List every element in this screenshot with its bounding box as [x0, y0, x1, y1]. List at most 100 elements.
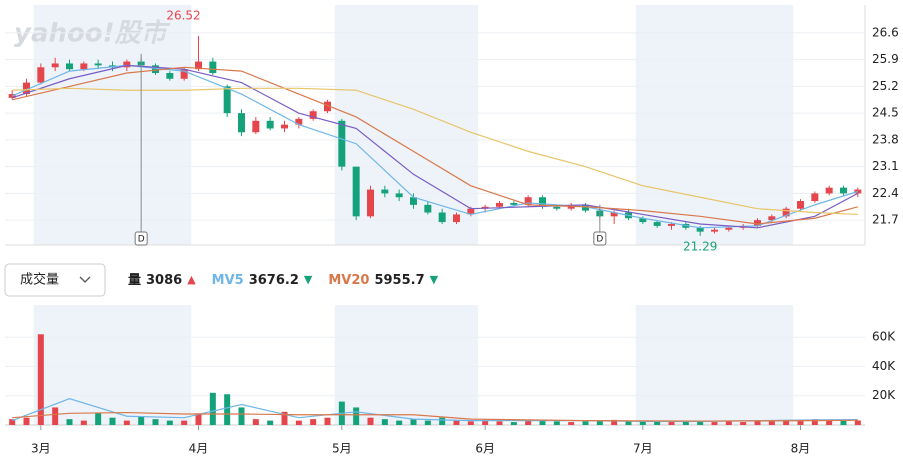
- candle-body: [768, 216, 776, 221]
- candle-body: [553, 206, 561, 209]
- candle-body: [209, 61, 217, 74]
- candle-body: [51, 63, 59, 68]
- volume-bar: [568, 422, 575, 425]
- extreme-label: 26.52: [166, 8, 200, 22]
- y-tick-label: 23.1: [872, 159, 899, 173]
- volume-bar: [525, 419, 532, 425]
- volume-bar: [539, 420, 546, 425]
- indicator-value: 3676.2: [249, 273, 299, 288]
- candle-body: [510, 202, 518, 205]
- volume-bar: [95, 413, 102, 425]
- y-tick-label: 40K: [872, 359, 896, 373]
- volume-bar: [453, 420, 460, 425]
- indicator-label: MV20: [328, 273, 369, 288]
- volume-bar: [37, 334, 44, 425]
- volume-bar: [725, 421, 732, 425]
- candle-body: [66, 63, 73, 70]
- volume-bar: [754, 421, 761, 425]
- volume-bar: [252, 419, 259, 425]
- candle-body: [811, 193, 819, 202]
- candle-body: [324, 101, 331, 112]
- volume-bar: [482, 420, 489, 425]
- volume-bar: [9, 419, 16, 425]
- y-tick-label: 60K: [872, 330, 896, 344]
- volume-bar: [367, 417, 374, 425]
- candle-body: [582, 204, 589, 211]
- extreme-label: 21.29: [683, 239, 717, 253]
- candle-body: [166, 73, 174, 79]
- volume-bar: [324, 417, 331, 425]
- y-tick-label: 23.8: [872, 132, 899, 146]
- candle-body: [352, 166, 360, 217]
- volume-bar: [467, 421, 474, 425]
- candle-body: [295, 118, 303, 125]
- volume-bar: [152, 419, 159, 425]
- indicator-arrow: ▼: [430, 273, 439, 286]
- volume-bar: [639, 421, 646, 425]
- volume-bar: [224, 394, 231, 425]
- candle-body: [711, 229, 718, 232]
- candle-body: [438, 212, 446, 223]
- candle-body: [252, 120, 260, 133]
- volume-bar: [23, 417, 30, 425]
- volume-bar: [697, 420, 704, 425]
- dropdown-arrow: [79, 276, 91, 283]
- volume-bar: [682, 421, 689, 425]
- volume-bar: [654, 421, 661, 425]
- logo: yahoo!股市: [14, 19, 171, 49]
- month-band: [635, 305, 794, 425]
- candle-body: [653, 222, 661, 226]
- candle-body: [725, 227, 733, 230]
- y-tick-label: 25.9: [872, 52, 899, 66]
- indicator-selector-label: 成交量: [20, 272, 59, 288]
- volume-average: [12, 411, 858, 422]
- candle-body: [496, 202, 503, 207]
- volume-bar: [138, 416, 145, 425]
- volume-bar: [410, 419, 417, 425]
- candle-body: [195, 61, 202, 70]
- candle-body: [410, 197, 417, 205]
- dividend-label: D: [596, 235, 603, 245]
- volume-bar: [611, 419, 618, 425]
- volume-bar: [496, 421, 503, 425]
- indicator-item: 量 3086 ▲: [128, 273, 196, 288]
- x-tick-label: 7月: [633, 442, 653, 456]
- candle-body: [309, 111, 317, 119]
- volume-bar: [553, 421, 560, 425]
- moving-average: [12, 66, 858, 225]
- volume-bar: [668, 422, 675, 425]
- candle-body: [180, 69, 188, 79]
- candle-body: [639, 218, 647, 223]
- volume-bar: [711, 422, 718, 425]
- volume-bar: [195, 413, 202, 425]
- candle-body: [395, 193, 403, 198]
- candle-body: [338, 120, 346, 167]
- candle-body: [152, 65, 159, 74]
- indicator-selector[interactable]: [4, 263, 106, 297]
- indicator-value: 5955.7: [374, 273, 424, 288]
- y-tick-label: 25.2: [872, 79, 899, 93]
- candle-body: [453, 214, 460, 223]
- indicator-arrow: ▼: [304, 273, 313, 286]
- volume-bar: [80, 420, 87, 425]
- candle-body: [367, 189, 374, 217]
- x-tick-label: 8月: [791, 442, 811, 456]
- candle-body: [539, 197, 546, 207]
- candle-body: [94, 63, 102, 66]
- volume-bar: [396, 420, 403, 425]
- volume-bar: [840, 420, 847, 425]
- volume-bar: [353, 407, 360, 425]
- candle-body: [381, 189, 389, 194]
- volume-bar: [768, 420, 775, 425]
- candle-body: [80, 63, 88, 70]
- candle-body: [840, 187, 847, 194]
- volume-bar: [854, 420, 861, 425]
- volume-bar: [52, 407, 59, 425]
- candle-body: [782, 208, 790, 217]
- volume-bar: [424, 420, 431, 425]
- candle-body: [524, 197, 532, 205]
- candle-body: [223, 86, 231, 114]
- candle-body: [23, 82, 30, 95]
- moving-average: [11, 64, 859, 229]
- x-tick-label: 3月: [31, 442, 51, 456]
